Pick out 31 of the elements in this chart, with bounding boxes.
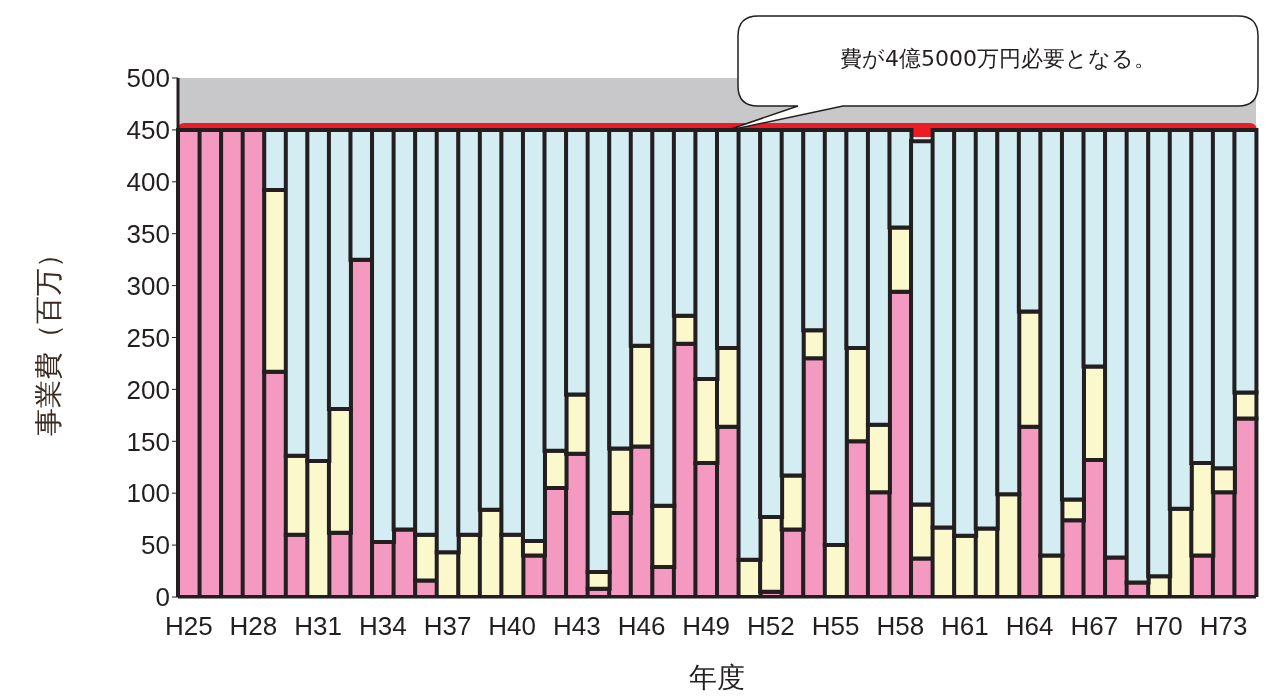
- y-tick-label: 150: [126, 426, 170, 457]
- x-tick-label: H28: [229, 611, 278, 642]
- x-tick-label: H37: [423, 611, 472, 642]
- x-tick-label: H25: [164, 611, 213, 642]
- x-tick-label: H64: [1005, 611, 1054, 642]
- y-tick-label: 350: [126, 218, 170, 249]
- x-tick-label: H58: [876, 611, 925, 642]
- y-axis-title: 事業費（百万）: [32, 239, 64, 436]
- x-tick-label: H73: [1199, 611, 1248, 642]
- y-tick-label: 250: [126, 322, 170, 353]
- x-tick-label: H43: [553, 611, 601, 642]
- x-tick-label: H70: [1135, 611, 1183, 642]
- x-tick-label: H34: [358, 611, 407, 642]
- y-tick-label: 200: [126, 374, 170, 405]
- y-tick-label: 0: [155, 582, 170, 613]
- x-tick-label: H52: [747, 611, 795, 642]
- x-tick-label: H31: [294, 611, 342, 642]
- x-tick-label: H46: [617, 611, 666, 642]
- x-axis-title: 年度: [689, 662, 745, 693]
- y-tick-label: 100: [126, 478, 170, 509]
- y-tick-label: 450: [126, 115, 170, 146]
- y-tick-label: 50: [141, 530, 170, 561]
- x-tick-label: H49: [682, 611, 731, 642]
- text: 費が4億5000万円必要となる。: [839, 45, 1157, 73]
- y-tick-label: 300: [126, 270, 170, 301]
- x-tick-label: H67: [1070, 611, 1119, 642]
- y-tick-label: 400: [126, 167, 170, 198]
- x-tick-label: H55: [811, 611, 860, 642]
- y-tick-label: 500: [126, 63, 170, 94]
- x-tick-label: H61: [941, 611, 989, 642]
- x-tick-label: H40: [488, 611, 537, 642]
